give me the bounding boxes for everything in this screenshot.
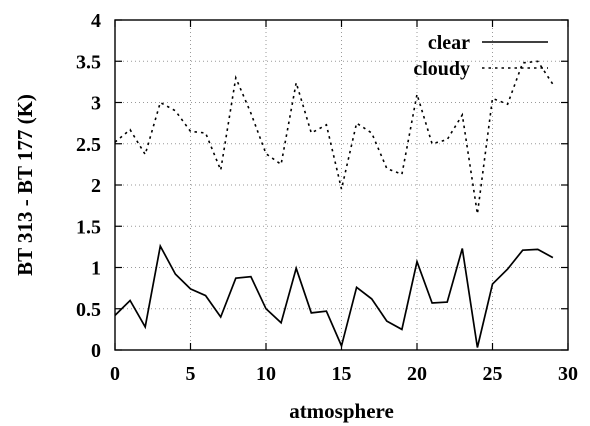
y-tick-label: 3 bbox=[91, 93, 101, 115]
series-line-clear bbox=[114, 243, 554, 349]
tick-labels: 0 5 10 15 20 25 30 0 0.5 1 1.5 2 2.5 3 3.5 4 bbox=[76, 10, 578, 385]
legend-label-cloudy: cloudy bbox=[413, 58, 470, 80]
series-layer bbox=[114, 60, 554, 349]
x-tick-label: 30 bbox=[558, 363, 578, 385]
x-tick-label: 25 bbox=[483, 363, 503, 385]
x-axis-title: atmosphere bbox=[289, 399, 394, 423]
x-tick-label: 15 bbox=[332, 363, 352, 385]
y-tick-label: 3.5 bbox=[76, 51, 101, 73]
y-axis-title: BT 313 - BT 177 (K) bbox=[13, 94, 37, 276]
y-tick-label: 2 bbox=[91, 175, 101, 197]
y-tick-label: 1.5 bbox=[76, 216, 101, 238]
legend-label-clear: clear bbox=[428, 32, 470, 54]
x-tick-label: 0 bbox=[110, 363, 120, 385]
y-tick-label: 2.5 bbox=[76, 134, 101, 156]
y-tick-label: 4 bbox=[91, 10, 101, 32]
x-tick-label: 5 bbox=[186, 363, 196, 385]
x-tick-label: 10 bbox=[256, 363, 276, 385]
x-tick-label: 20 bbox=[407, 363, 427, 385]
grid bbox=[115, 20, 568, 350]
series-line-cloudy bbox=[114, 60, 554, 215]
legend: clear cloudy bbox=[413, 32, 548, 80]
y-tick-label: 0 bbox=[91, 340, 101, 362]
y-tick-label: 0.5 bbox=[76, 299, 101, 321]
plot-frame bbox=[114, 19, 569, 351]
y-tick-label: 1 bbox=[91, 258, 101, 280]
